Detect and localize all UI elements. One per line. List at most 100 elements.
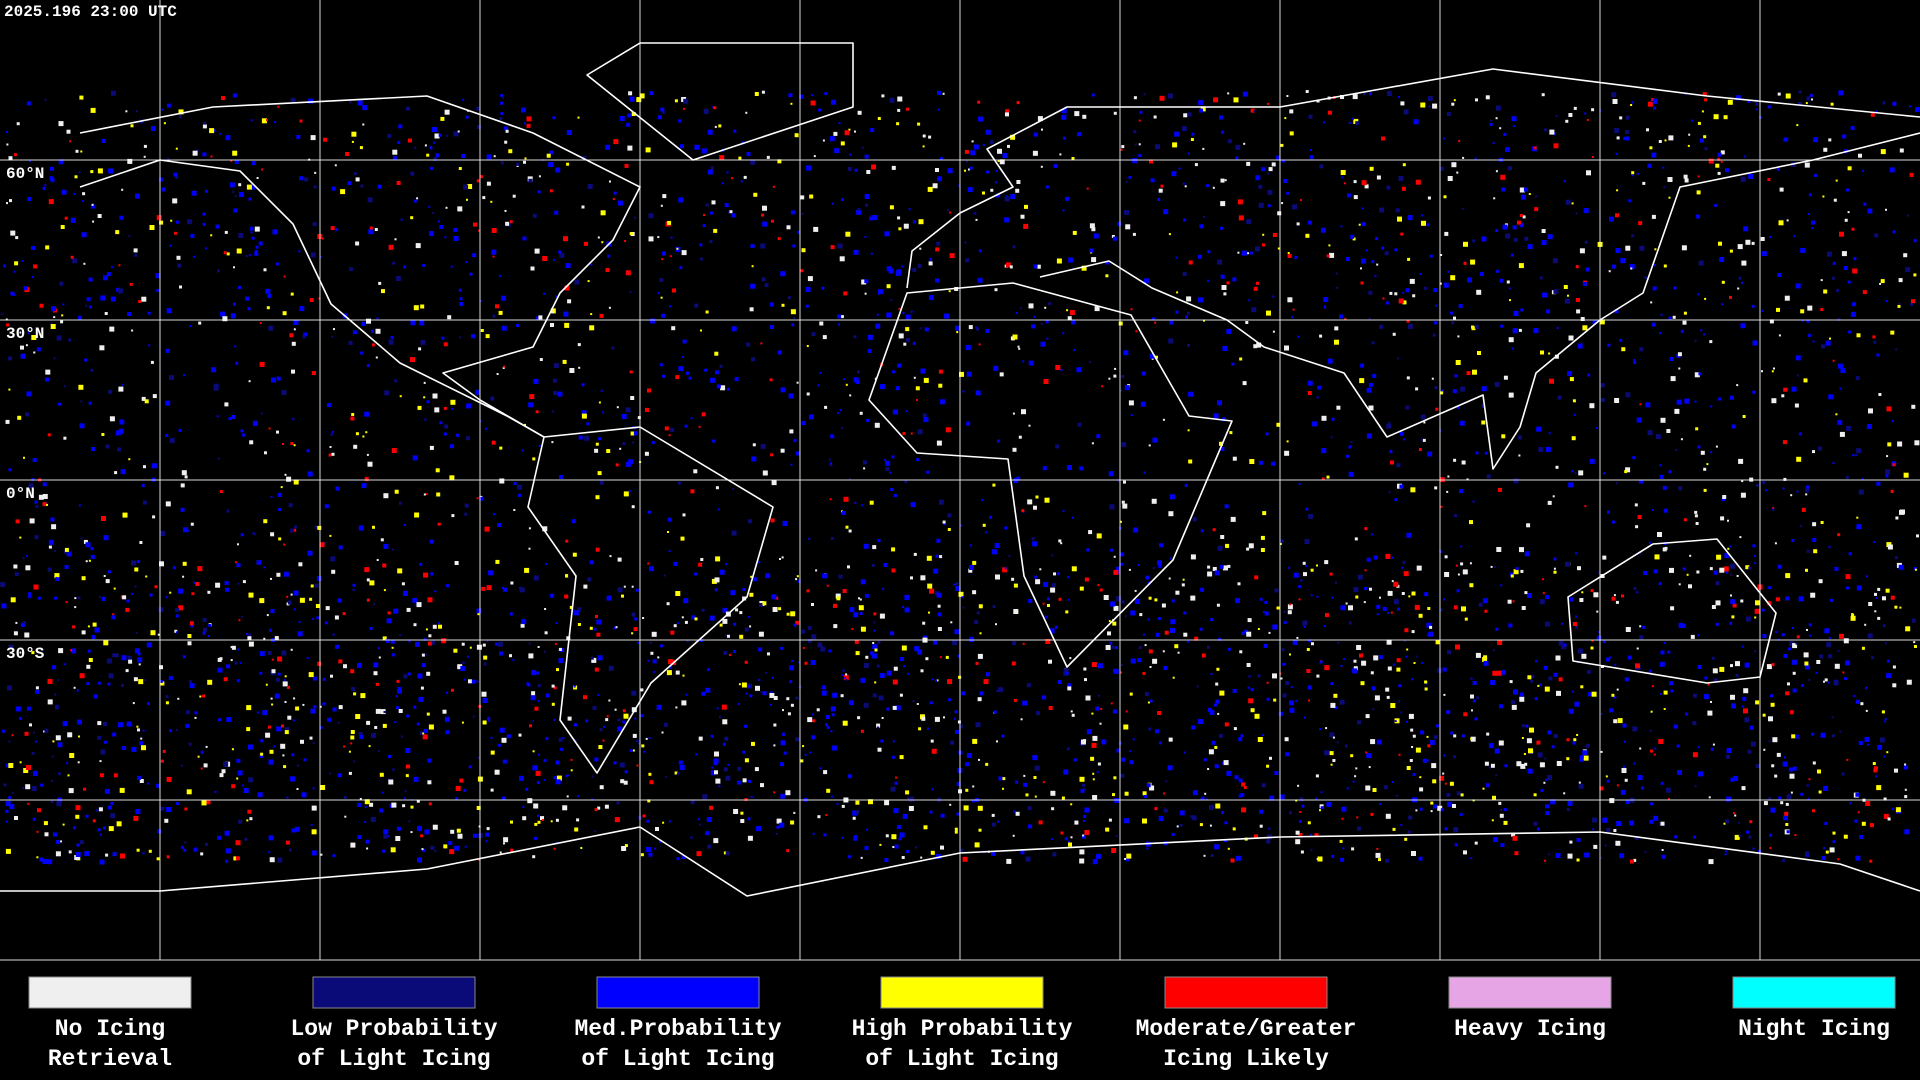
icing-pixel (1444, 231, 1449, 236)
icing-pixel (1822, 847, 1825, 850)
icing-pixel (482, 196, 486, 200)
icing-pixel (1274, 771, 1279, 775)
icing-pixel (1823, 785, 1829, 791)
icing-pixel (621, 414, 627, 419)
icing-pixel (1181, 583, 1185, 587)
icing-pixel (1095, 706, 1100, 711)
icing-pixel (126, 721, 132, 727)
icing-pixel (978, 828, 982, 832)
icing-pixel (905, 314, 911, 320)
icing-pixel (432, 393, 438, 399)
icing-pixel (650, 318, 656, 324)
icing-pixel (538, 445, 541, 447)
icing-pixel (1676, 399, 1682, 405)
icing-pixel (1050, 838, 1053, 841)
icing-pixel (77, 761, 80, 764)
icing-pixel (1609, 656, 1612, 659)
icing-pixel (1130, 610, 1136, 616)
icing-pixel (769, 378, 773, 382)
icing-pixel (1683, 174, 1688, 179)
icing-pixel (1841, 772, 1845, 776)
icing-pixel (680, 536, 685, 541)
icing-pixel (1539, 599, 1545, 605)
icing-pixel (641, 744, 645, 748)
icing-pixel (1494, 381, 1500, 387)
icing-pixel (175, 147, 178, 150)
icing-pixel (1785, 93, 1791, 99)
icing-pixel (985, 762, 989, 766)
icing-pixel (747, 685, 751, 689)
icing-pixel (891, 568, 896, 573)
icing-pixel (1664, 139, 1667, 142)
icing-pixel (705, 831, 710, 836)
icing-pixel (1255, 175, 1261, 181)
icing-pixel (271, 377, 276, 383)
icing-pixel (485, 832, 490, 837)
icing-pixel (1520, 308, 1524, 312)
icing-pixel (681, 700, 687, 706)
icing-pixel (1280, 677, 1283, 680)
icing-pixel (1294, 255, 1298, 259)
icing-pixel (1153, 115, 1157, 119)
icing-pixel (429, 146, 433, 150)
icing-pixel (1598, 631, 1601, 634)
icing-pixel (811, 603, 814, 606)
icing-pixel (1689, 554, 1692, 557)
icing-pixel (1220, 201, 1226, 207)
icing-pixel (1226, 328, 1232, 334)
icing-pixel (966, 753, 972, 758)
icing-pixel (779, 822, 785, 828)
icing-pixel (618, 200, 623, 206)
icing-pixel (1112, 236, 1117, 241)
icing-pixel (419, 562, 423, 566)
icing-pixel (1811, 98, 1813, 101)
icing-pixel (898, 307, 901, 310)
icing-pixel (1837, 363, 1843, 369)
icing-pixel (1281, 202, 1284, 205)
icing-pixel (62, 823, 65, 826)
icing-pixel (50, 178, 55, 183)
icing-pixel (828, 458, 831, 461)
icing-pixel (428, 634, 432, 638)
icing-pixel (1783, 387, 1788, 392)
icing-pixel (1850, 615, 1856, 621)
icing-pixel (1031, 324, 1036, 329)
icing-pixel (185, 710, 190, 715)
icing-pixel (1246, 161, 1251, 166)
icing-pixel (1832, 261, 1836, 265)
icing-pixel (1894, 556, 1898, 560)
icing-pixel (955, 585, 961, 591)
icing-pixel (1866, 424, 1872, 429)
icing-pixel (716, 384, 721, 389)
icing-pixel (1431, 377, 1434, 380)
icing-pixel (529, 724, 532, 728)
icing-pixel (1861, 478, 1864, 481)
icing-pixel (1091, 257, 1097, 263)
icing-pixel (1517, 220, 1521, 225)
icing-pixel (595, 547, 600, 552)
icing-pixel (1121, 664, 1123, 667)
icing-pixel (779, 558, 781, 560)
icing-pixel (1002, 567, 1008, 573)
icing-pixel (854, 130, 856, 133)
icing-pixel (26, 706, 31, 711)
icing-pixel (1681, 245, 1687, 251)
icing-pixel (402, 804, 406, 808)
icing-pixel (1412, 773, 1416, 776)
icing-pixel (246, 727, 251, 732)
icing-pixel (1786, 830, 1790, 834)
icing-pixel (1660, 693, 1662, 695)
icing-pixel (797, 230, 801, 234)
icing-pixel (288, 503, 293, 508)
icing-pixel (928, 611, 930, 614)
icing-pixel (1447, 475, 1450, 478)
icing-pixel (985, 328, 990, 333)
icing-pixel (1880, 149, 1886, 155)
icing-pixel (1125, 710, 1128, 713)
icing-pixel (428, 205, 431, 208)
icing-pixel (220, 311, 226, 317)
icing-pixel (25, 784, 31, 790)
icing-pixel (1660, 417, 1666, 423)
icing-pixel (722, 719, 728, 725)
icing-pixel (1789, 710, 1794, 715)
